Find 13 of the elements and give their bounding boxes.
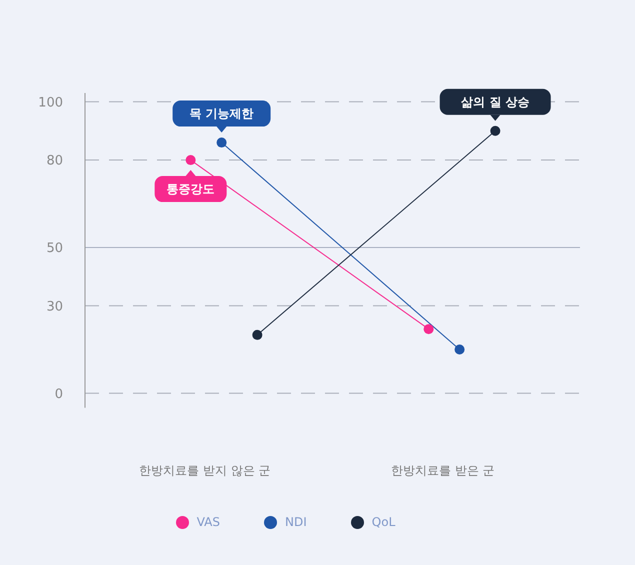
annotation: 삶의 질 상승: [461, 94, 530, 109]
annotation: 목 기능제한: [190, 106, 254, 121]
y-tick-label: 50: [46, 241, 63, 256]
x-tick-label: 한방치료를 받은 군: [391, 463, 495, 478]
x-tick-label: 한방치료를 받지 않은 군: [139, 463, 271, 478]
legend-label: QoL: [372, 514, 396, 529]
y-tick-label: 30: [46, 299, 63, 314]
y-tick-label: 100: [38, 95, 63, 110]
y-tick-label: 0: [54, 386, 63, 402]
annotation: 통증강도: [166, 182, 215, 196]
legend-label: VAS: [196, 514, 220, 529]
y-tick-label: 80: [46, 154, 63, 169]
legend-label: NDI: [285, 514, 307, 529]
